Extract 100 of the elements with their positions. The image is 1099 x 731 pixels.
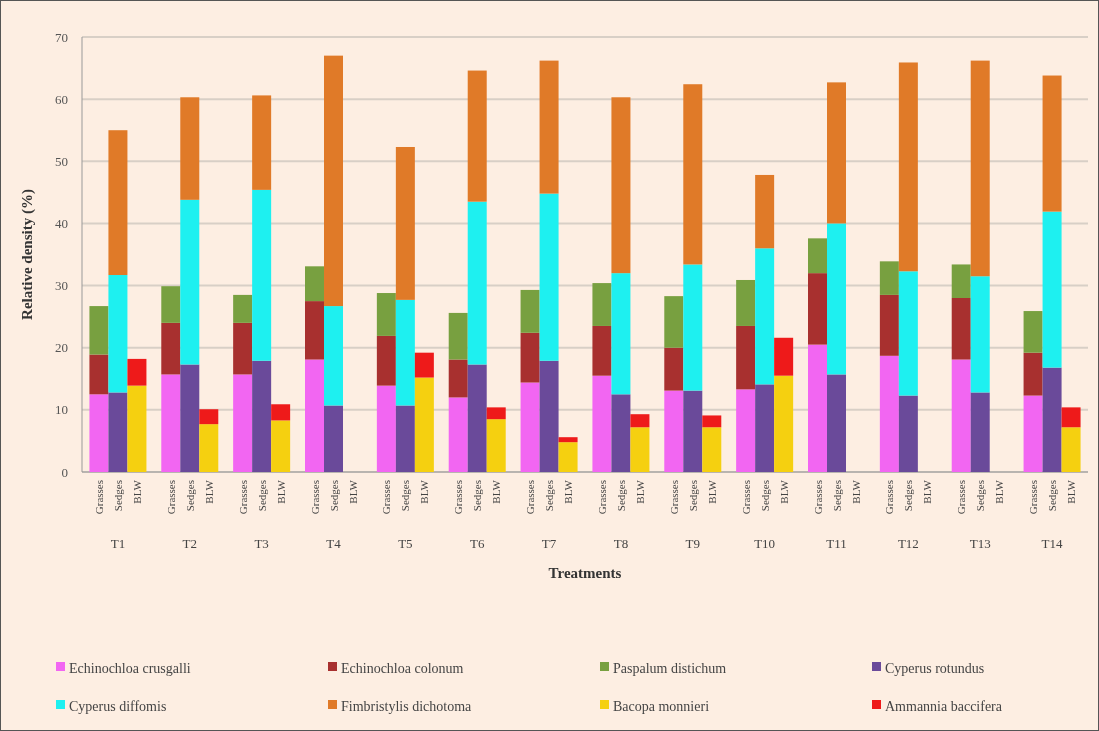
bar (970, 60, 990, 277)
y-tick-label: 50 (55, 153, 68, 169)
bar (89, 354, 109, 395)
bar (630, 427, 650, 472)
bar (108, 392, 128, 472)
legend-label: Cyperus rotundus (885, 660, 985, 676)
x-axis-title: Treatments (548, 565, 622, 581)
bar (520, 289, 540, 333)
x-tick-label: Sedges (183, 480, 196, 512)
x-tick-label: Sedges (399, 480, 412, 512)
bar (180, 364, 200, 472)
bar (774, 337, 794, 376)
bar (1023, 311, 1043, 353)
bar (1023, 395, 1043, 472)
x-tick-label: Sedges (111, 480, 124, 512)
bar (611, 97, 631, 274)
bar (736, 389, 756, 472)
bar (467, 364, 487, 472)
bar (324, 55, 343, 307)
bar (305, 301, 324, 360)
legend-label: Echinochloa colonum (341, 660, 464, 676)
bar (683, 84, 703, 265)
bar (448, 397, 468, 472)
bar (1023, 352, 1043, 396)
x-tick-label: BLW (633, 479, 646, 504)
y-tick-label: 0 (61, 464, 68, 480)
x-tick-label: BLW (1065, 479, 1078, 504)
legend-label: Fimbristylis dichotoma (341, 698, 473, 714)
x-tick-label: BLW (993, 479, 1006, 504)
x-tick-label: Grasses (164, 480, 177, 515)
bar (467, 201, 487, 365)
bar (664, 296, 684, 348)
bar (324, 405, 343, 472)
x-tick-label: Sedges (327, 480, 340, 512)
bar (898, 271, 918, 396)
bar (520, 382, 540, 472)
x-tick-label: BLW (490, 479, 503, 504)
bar (558, 437, 578, 443)
y-tick-label: 60 (55, 91, 68, 107)
text: T13 (969, 536, 991, 551)
bar (879, 355, 899, 472)
bar (161, 374, 181, 472)
bar (611, 394, 631, 472)
text: T1 (110, 536, 126, 551)
bar (808, 238, 827, 274)
bar (305, 266, 324, 302)
bar (827, 223, 846, 375)
bar (879, 261, 899, 295)
bar (161, 286, 181, 323)
legend-label: Paspalum distichum (613, 660, 727, 676)
legend-label: Bacopa monnieri (613, 698, 710, 714)
bar (970, 392, 990, 472)
legend-label: Ammannia baccifera (885, 698, 1003, 714)
text: T7 (541, 536, 557, 551)
bar (486, 419, 506, 472)
x-tick-label: BLW (562, 479, 575, 504)
bar (89, 306, 109, 355)
text: T2 (182, 536, 198, 551)
bar (180, 97, 200, 200)
bar (108, 275, 128, 393)
text: T9 (685, 536, 701, 551)
x-tick-label: Sedges (974, 480, 987, 512)
x-tick-label: Sedges (902, 480, 915, 512)
bar (252, 189, 272, 361)
legend-label: Cyperus diffomis (69, 698, 167, 714)
x-tick-label: Grasses (92, 480, 105, 515)
bar (539, 360, 559, 472)
bar (376, 385, 396, 472)
x-tick-label: BLW (202, 479, 215, 504)
bar (827, 374, 846, 472)
y-tick-label: 40 (55, 215, 68, 231)
text: T10 (754, 536, 776, 551)
bar (808, 344, 827, 472)
bar (970, 276, 990, 393)
bar (127, 385, 147, 472)
text: T4 (326, 536, 342, 551)
x-tick-label: Grasses (955, 480, 968, 515)
bar (951, 298, 971, 360)
bar (199, 409, 219, 425)
x-tick-label: Sedges (543, 480, 556, 512)
bar (376, 335, 396, 386)
x-tick-label: Sedges (471, 480, 484, 512)
bar (1042, 211, 1062, 368)
bar (683, 390, 703, 472)
bar (395, 405, 415, 472)
bar (271, 420, 291, 472)
x-tick-label: BLW (705, 479, 718, 504)
x-tick-label: Grasses (883, 480, 896, 515)
bar (233, 374, 253, 472)
x-tick-label: BLW (346, 479, 359, 504)
bar (108, 130, 128, 276)
bar (395, 299, 415, 406)
bar (233, 322, 253, 375)
bar (558, 442, 578, 472)
text: T3 (254, 536, 269, 551)
bar (736, 325, 756, 390)
bar (951, 359, 971, 472)
bar (1042, 367, 1062, 472)
bar (664, 390, 684, 472)
bar (539, 60, 559, 194)
